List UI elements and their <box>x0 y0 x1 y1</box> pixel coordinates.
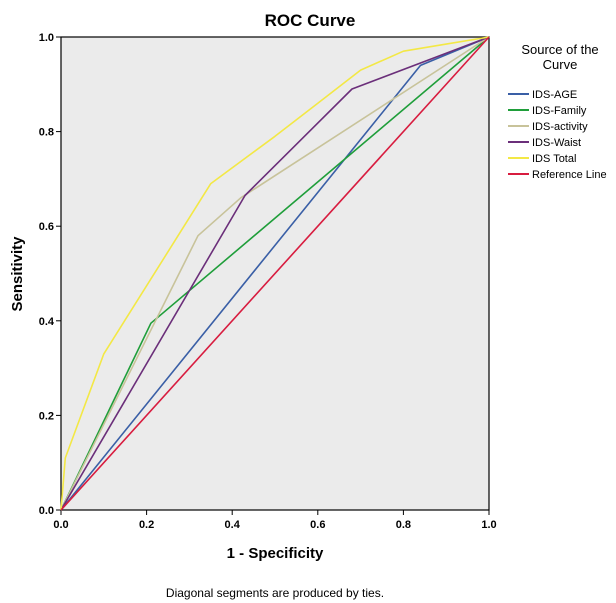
series-line-ids-activity <box>60 36 490 511</box>
legend-label: Reference Line <box>532 169 607 181</box>
x-axis-ticks: 0.0 0.2 0.4 0.6 0.8 1.0 <box>53 510 497 531</box>
legend-title-line-1: Source of the <box>521 42 598 57</box>
legend: Source of the Curve IDS-AGEIDS-FamilyIDS… <box>508 42 607 181</box>
series-line-ids-total <box>60 36 490 511</box>
y-tick-label: 0.8 <box>39 127 54 139</box>
legend-label: IDS-Family <box>532 105 587 117</box>
y-tick-label: 0.4 <box>39 316 55 328</box>
x-tick-label: 0.4 <box>225 519 241 531</box>
y-axis-title: Sensitivity <box>9 236 26 312</box>
x-tick-label: 0.0 <box>53 519 68 531</box>
x-tick-label: 0.2 <box>139 519 154 531</box>
series-line-ids-family <box>60 36 490 511</box>
legend-title-line-2: Curve <box>543 57 578 72</box>
roc-series <box>60 36 490 511</box>
y-tick-label: 1.0 <box>39 32 54 44</box>
legend-label: IDS-Waist <box>532 137 581 149</box>
legend-label: IDS-activity <box>532 121 588 133</box>
y-tick-label: 0.6 <box>39 221 54 233</box>
series-line-ids-waist <box>60 36 490 511</box>
chart-title: ROC Curve <box>265 11 356 30</box>
y-tick-label: 0.0 <box>39 505 54 517</box>
x-tick-label: 0.8 <box>396 519 411 531</box>
y-axis-ticks: 0.0 0.2 0.4 0.6 0.8 1.0 <box>39 32 61 517</box>
y-tick-label: 0.2 <box>39 410 54 422</box>
legend-label: IDS-AGE <box>532 89 577 101</box>
x-tick-label: 1.0 <box>481 519 496 531</box>
legend-items: IDS-AGE IDS-Family IDS-activity IDS-Waist ID… <box>508 89 607 181</box>
series-line-reference-line <box>60 36 490 511</box>
x-axis-title: 1 - Specificity <box>227 545 324 562</box>
legend-label: IDS Total <box>532 153 576 165</box>
footnote: Diagonal segments are produced by ties. <box>166 586 384 600</box>
x-tick-label: 0.6 <box>310 519 325 531</box>
